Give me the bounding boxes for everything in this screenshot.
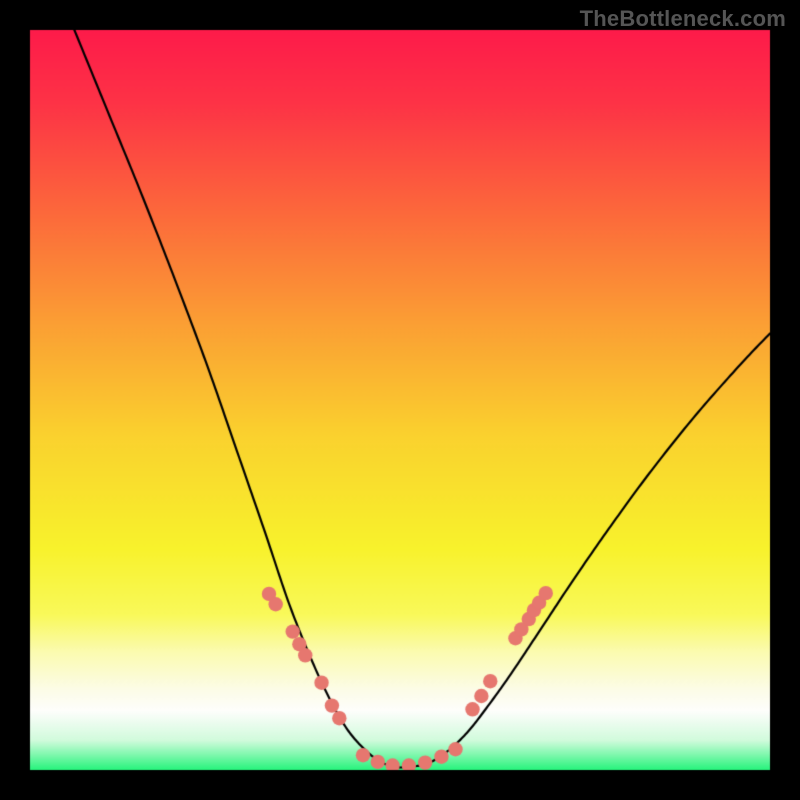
bottleneck-chart-canvas [0, 0, 800, 800]
watermark-text: TheBottleneck.com [580, 6, 786, 32]
chart-stage: TheBottleneck.com [0, 0, 800, 800]
